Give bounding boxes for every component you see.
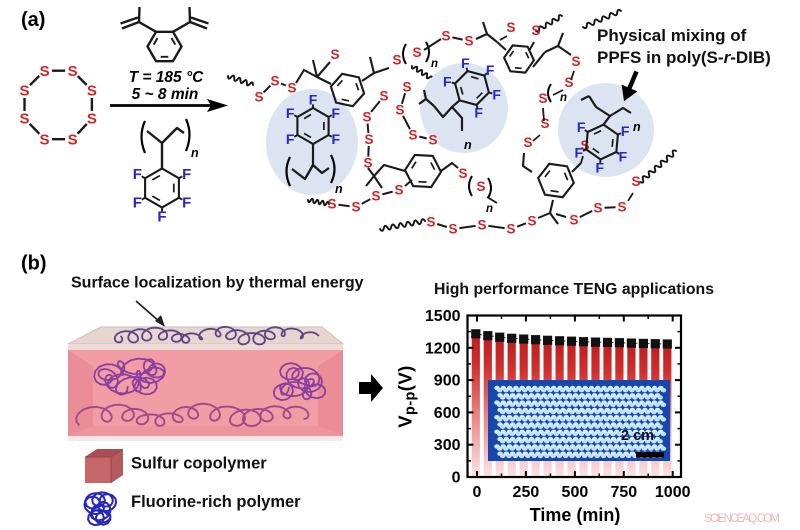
svg-text:1000: 1000 <box>655 484 691 501</box>
svg-text:500: 500 <box>562 484 589 501</box>
svg-text:S: S <box>441 29 450 44</box>
svg-text:600: 600 <box>434 405 461 422</box>
svg-text:(a): (a) <box>21 9 45 31</box>
svg-text:F: F <box>492 87 501 103</box>
svg-text:F: F <box>577 119 586 135</box>
svg-text:Sulfur copolymer: Sulfur copolymer <box>131 455 267 473</box>
svg-text:S: S <box>464 34 473 49</box>
svg-text:300: 300 <box>434 437 461 454</box>
svg-text:S: S <box>254 90 263 105</box>
svg-text:1500: 1500 <box>425 308 461 325</box>
svg-text:F: F <box>309 92 318 108</box>
svg-text:F: F <box>619 149 628 165</box>
svg-text:S: S <box>458 166 467 181</box>
svg-text:F: F <box>133 195 142 212</box>
svg-text:Surface localization by therma: Surface localization by thermal energy <box>71 275 364 292</box>
svg-text:F: F <box>182 166 191 183</box>
svg-text:S: S <box>371 189 380 204</box>
svg-text:F: F <box>332 105 341 121</box>
svg-text:F: F <box>133 166 142 183</box>
svg-text:S: S <box>523 135 532 150</box>
svg-text:S: S <box>448 222 457 237</box>
svg-text:High performance TENG applicat: High performance TENG applications <box>434 281 714 298</box>
svg-text:F: F <box>443 73 452 89</box>
svg-text:n: n <box>335 182 343 196</box>
svg-text:F: F <box>596 159 605 175</box>
svg-text:S: S <box>270 74 279 89</box>
svg-text:n: n <box>191 146 199 160</box>
svg-text:S: S <box>40 63 50 80</box>
svg-text:S: S <box>68 63 78 80</box>
svg-text:PPFS in poly(S-r-DIB): PPFS in poly(S-r-DIB) <box>597 48 771 67</box>
svg-text:5 ~ 8 min: 5 ~ 8 min <box>132 86 199 103</box>
svg-text:0: 0 <box>473 484 482 501</box>
svg-text:F: F <box>286 105 295 121</box>
svg-text:S: S <box>364 132 373 147</box>
svg-text:S: S <box>412 45 421 60</box>
svg-text:F: F <box>461 55 470 71</box>
svg-text:S: S <box>540 116 549 131</box>
svg-text:n: n <box>633 120 641 134</box>
svg-text:S: S <box>351 200 360 215</box>
svg-text:S: S <box>39 131 49 148</box>
svg-text:Fluorine-rich polymer: Fluorine-rich polymer <box>131 493 301 511</box>
svg-text:S: S <box>571 54 580 69</box>
svg-text:S: S <box>379 89 388 104</box>
svg-text:0: 0 <box>452 470 461 487</box>
svg-text:S: S <box>531 23 540 38</box>
svg-text:750: 750 <box>610 484 637 501</box>
svg-text:Time (min): Time (min) <box>530 505 621 525</box>
svg-text:S: S <box>527 214 536 229</box>
svg-text:S: S <box>477 218 486 233</box>
svg-text:SCIENCEAQ.COM: SCIENCEAQ.COM <box>704 513 780 525</box>
svg-text:S: S <box>617 200 626 215</box>
svg-text:S: S <box>392 53 401 68</box>
svg-text:S: S <box>426 215 435 230</box>
svg-text:Physical mixing of: Physical mixing of <box>597 26 747 45</box>
svg-text:S: S <box>593 201 602 216</box>
svg-text:S: S <box>287 81 296 96</box>
svg-text:S: S <box>362 110 371 125</box>
svg-text:S: S <box>631 174 640 189</box>
svg-text:S: S <box>330 47 339 62</box>
svg-text:S: S <box>395 103 404 118</box>
svg-text:S: S <box>19 111 29 128</box>
svg-text:1200: 1200 <box>425 340 461 357</box>
svg-text:S: S <box>476 179 485 194</box>
svg-text:900: 900 <box>434 373 461 390</box>
svg-text:S: S <box>408 128 417 143</box>
svg-text:S: S <box>506 20 515 35</box>
svg-text:S: S <box>580 138 589 153</box>
svg-text:F: F <box>486 62 495 78</box>
svg-text:T = 185 °C: T = 185 °C <box>129 69 204 86</box>
svg-text:S: S <box>506 222 515 237</box>
svg-text:n: n <box>431 58 438 70</box>
svg-text:S: S <box>363 156 372 171</box>
svg-text:F: F <box>474 105 483 121</box>
svg-text:F: F <box>332 131 341 147</box>
svg-text:S: S <box>87 111 97 128</box>
svg-text:S: S <box>87 83 97 100</box>
svg-text:n: n <box>560 92 567 104</box>
svg-text:n: n <box>464 138 472 152</box>
svg-text:F: F <box>575 145 584 161</box>
svg-text:n: n <box>486 203 493 215</box>
svg-text:S: S <box>68 131 78 148</box>
svg-text:(b): (b) <box>21 253 47 275</box>
svg-text:F: F <box>621 123 630 139</box>
svg-text:S: S <box>569 213 578 228</box>
svg-text:F: F <box>157 209 166 226</box>
svg-text:F: F <box>182 195 191 212</box>
svg-text:S: S <box>428 133 437 148</box>
svg-text:S: S <box>327 197 336 212</box>
svg-text:2 cm: 2 cm <box>621 428 654 444</box>
svg-text:S: S <box>538 91 547 106</box>
svg-text:250: 250 <box>513 484 540 501</box>
svg-text:S: S <box>402 80 411 95</box>
svg-text:S: S <box>19 83 29 100</box>
svg-text:S: S <box>394 183 403 198</box>
svg-text:F: F <box>286 131 295 147</box>
svg-text:S: S <box>564 75 573 90</box>
